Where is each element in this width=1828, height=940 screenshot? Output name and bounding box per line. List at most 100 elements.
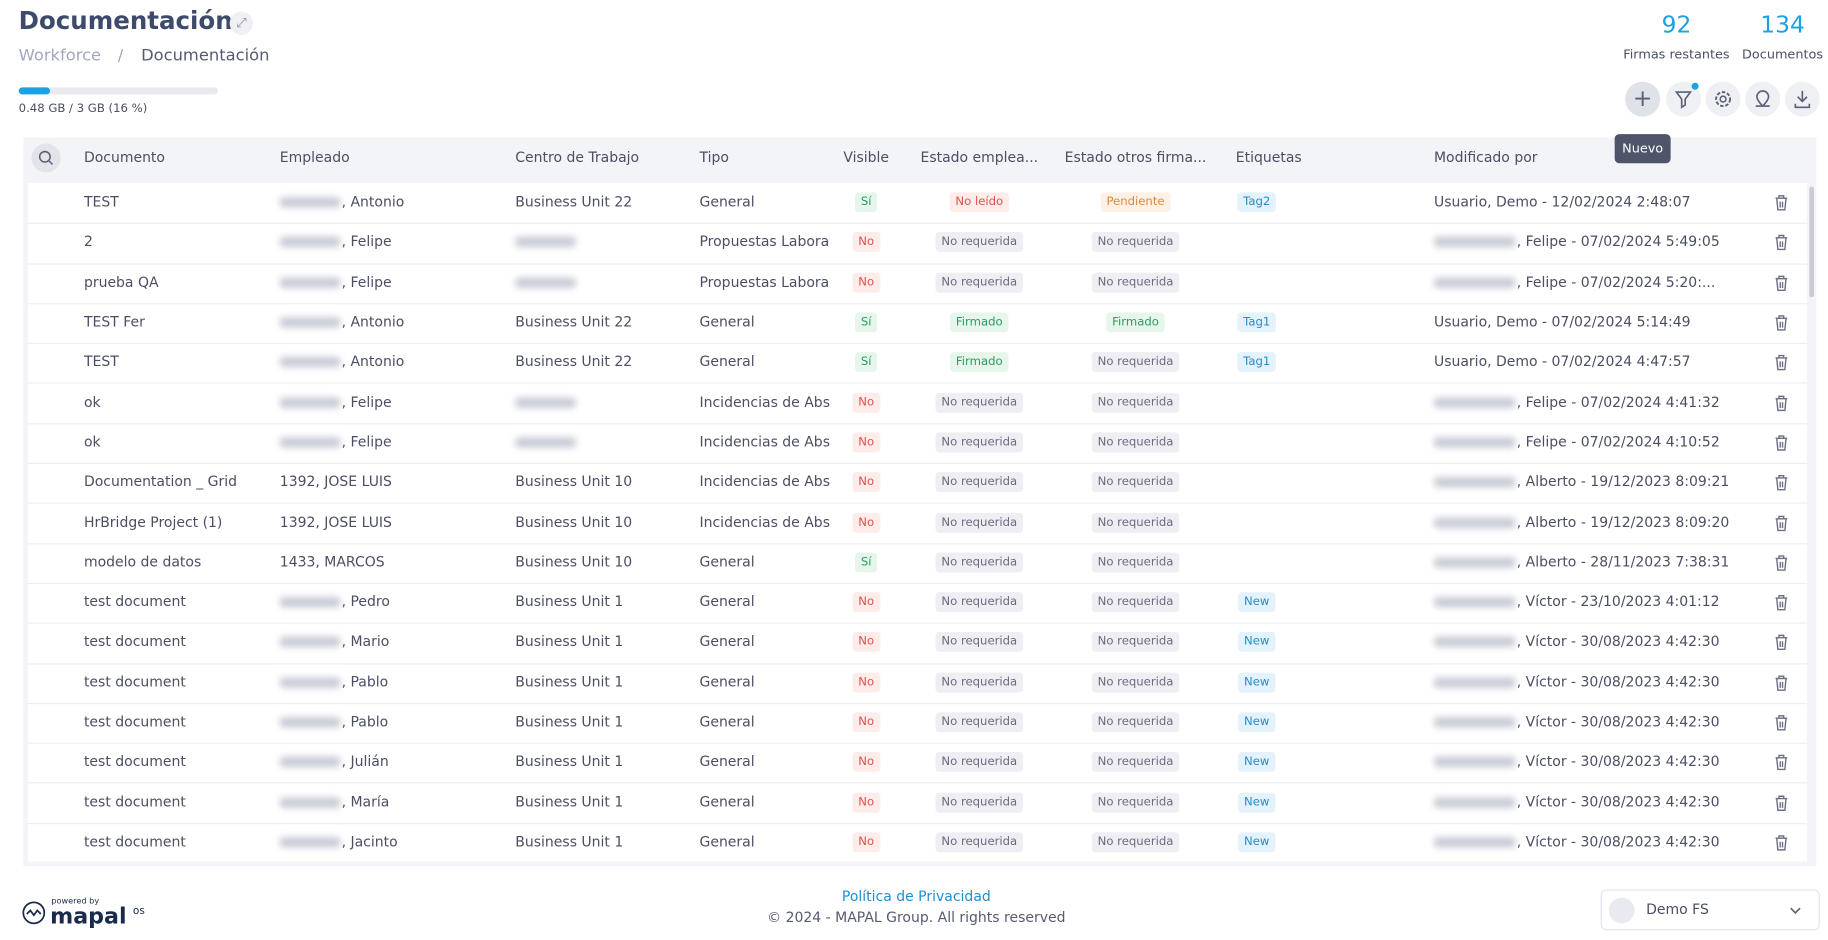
tag: New: [1238, 592, 1276, 613]
cell-text: ok: [83, 393, 101, 410]
table-row[interactable]: test document , Jacinto Business Unit 1 Gen…: [28, 823, 1807, 862]
column-header[interactable]: Modificado por: [1433, 149, 1538, 166]
trash-icon: [1775, 515, 1788, 531]
table-row[interactable]: prueba QA , Felipe Propuestas Laboral No No …: [27, 263, 1808, 305]
table: TEST , Antonio Business Unit 22 General Sí No…: [23, 137, 1817, 867]
cell-text: test document: [83, 833, 186, 850]
blurred-text: [279, 437, 341, 448]
delete-button[interactable]: [1773, 354, 1789, 373]
delete-button[interactable]: [1773, 194, 1789, 213]
cell-text: test document: [83, 713, 186, 730]
delete-button[interactable]: [1773, 554, 1789, 573]
delete-button[interactable]: [1773, 474, 1789, 493]
column-header[interactable]: Visible: [843, 149, 890, 166]
delete-button[interactable]: [1773, 434, 1789, 453]
tag: New: [1238, 712, 1276, 733]
delete-button[interactable]: [1773, 594, 1789, 613]
table-row[interactable]: HrBridge Project (1) 1392, JOSE LUIS Busin…: [27, 503, 1808, 545]
table-row[interactable]: test document , Julián Business Unit 1 Gene…: [27, 743, 1808, 784]
table-row[interactable]: TEST Fer , Antonio Business Unit 22 General…: [27, 303, 1808, 345]
column-header[interactable]: Tipo: [699, 149, 729, 166]
cell: HrBridge Project (1): [84, 514, 222, 530]
status-badge: No: [852, 272, 880, 293]
cell-text: , Víctor - 23/10/2023 4:01:12: [1516, 593, 1720, 610]
breadcrumb-link[interactable]: Workforce: [18, 46, 102, 66]
cell-text: TEST: [83, 193, 119, 211]
cell: Business Unit 1: [515, 794, 623, 810]
cell: ok: [84, 434, 101, 450]
tag: New: [1238, 792, 1276, 813]
privacy-link[interactable]: Política de Privacidad: [841, 888, 991, 905]
cell-text: , Julián: [341, 753, 389, 770]
location-button[interactable]: [1745, 81, 1781, 117]
status-badge: No: [852, 392, 880, 413]
column-header[interactable]: Empleado: [279, 149, 350, 166]
blurred-text: [279, 677, 341, 688]
column-header[interactable]: Estado otros firma...: [1064, 149, 1207, 166]
table-row[interactable]: test document , Pablo Business Unit 1 Gener…: [27, 663, 1808, 705]
delete-button[interactable]: [1773, 274, 1789, 293]
delete-button[interactable]: [1773, 714, 1789, 733]
settings-icon: [1715, 91, 1732, 108]
table-row[interactable]: ok , Felipe Incidencias de Abse No No requer…: [27, 383, 1808, 425]
trash-icon: [1775, 195, 1788, 211]
column-header[interactable]: Documento: [83, 149, 165, 166]
breadcrumb-current: Documentación: [141, 46, 270, 66]
table-row[interactable]: ok , Felipe Incidencias de Abse No No requer…: [27, 423, 1808, 465]
tooltip: Nuevo: [1614, 134, 1671, 164]
cell: , Felipe: [279, 394, 392, 410]
search-button[interactable]: [31, 143, 61, 173]
table-row[interactable]: test document , Mario Business Unit 1 Gener…: [27, 623, 1808, 665]
cell-text: , Felipe - 07/02/2024 4:41:32: [1516, 393, 1720, 410]
cell-text: , Felipe: [341, 273, 392, 290]
filter-button[interactable]: [1665, 81, 1701, 117]
status-badge: No requerida: [935, 392, 1024, 413]
delete-button[interactable]: [1773, 514, 1789, 533]
cell: General: [699, 833, 830, 849]
delete-button[interactable]: [1773, 314, 1789, 333]
table-row[interactable]: test document , María Business Unit 1 Gener…: [27, 783, 1808, 824]
table-row[interactable]: 2 , Felipe Propuestas Laboral No No requerid…: [27, 223, 1808, 265]
delete-button[interactable]: [1773, 234, 1789, 253]
cell: , Alberto - 19/12/2023 8:09:21: [1433, 474, 1729, 490]
column-header[interactable]: Etiquetas: [1235, 149, 1302, 166]
tag: New: [1238, 672, 1276, 693]
add-button[interactable]: +: [1625, 81, 1661, 117]
tag: Tag1: [1237, 312, 1277, 333]
trash-icon: [1775, 395, 1788, 411]
delete-button[interactable]: [1773, 833, 1789, 852]
cell-text: General: [699, 713, 755, 730]
delete-button[interactable]: [1773, 794, 1789, 813]
status-badge: No: [852, 232, 880, 253]
blurred-text: [515, 237, 576, 248]
table-row[interactable]: Documentation _ Grid 1392, JOSE LUIS Busin…: [27, 463, 1808, 505]
delete-button[interactable]: [1773, 634, 1789, 653]
scrollbar[interactable]: [1809, 186, 1815, 298]
table-row[interactable]: TEST , Antonio Business Unit 22 General Sí Fi…: [27, 343, 1808, 385]
cell-text: prueba QA: [83, 273, 159, 290]
table-row[interactable]: TEST , Antonio Business Unit 22 General Sí No…: [27, 183, 1808, 225]
expand-button[interactable]: ⤢: [229, 11, 253, 35]
cell-text: 1392, JOSE LUIS: [279, 473, 392, 490]
account-selector[interactable]: Demo FS: [1600, 889, 1820, 931]
column-header[interactable]: Estado emplea...: [920, 149, 1039, 166]
column-header[interactable]: Centro de Trabajo: [515, 149, 640, 166]
settings-button[interactable]: [1705, 81, 1741, 117]
table-row[interactable]: test document , Pedro Business Unit 1 Gener…: [27, 583, 1808, 625]
delete-button[interactable]: [1773, 674, 1789, 693]
cell: , Antonio: [279, 354, 404, 370]
cell: Business Unit 1: [515, 634, 623, 650]
tag: New: [1238, 832, 1276, 853]
blurred-text: [1433, 437, 1516, 448]
cell: , Felipe - 07/02/2024 4:41:32: [1433, 393, 1720, 410]
table-row[interactable]: modelo de datos 1433, MARCOS Business Unit…: [27, 543, 1808, 585]
cell: , Felipe - 07/02/2024 5:20:...: [1433, 274, 1715, 290]
cell: TEST Fer: [84, 314, 145, 330]
cell-text: General: [699, 353, 755, 370]
trash-icon: [1775, 755, 1788, 771]
delete-button[interactable]: [1773, 754, 1789, 773]
table-row[interactable]: test document , Pablo Business Unit 1 Gener…: [27, 703, 1808, 745]
download-button[interactable]: [1784, 81, 1820, 117]
delete-button[interactable]: [1773, 394, 1789, 413]
